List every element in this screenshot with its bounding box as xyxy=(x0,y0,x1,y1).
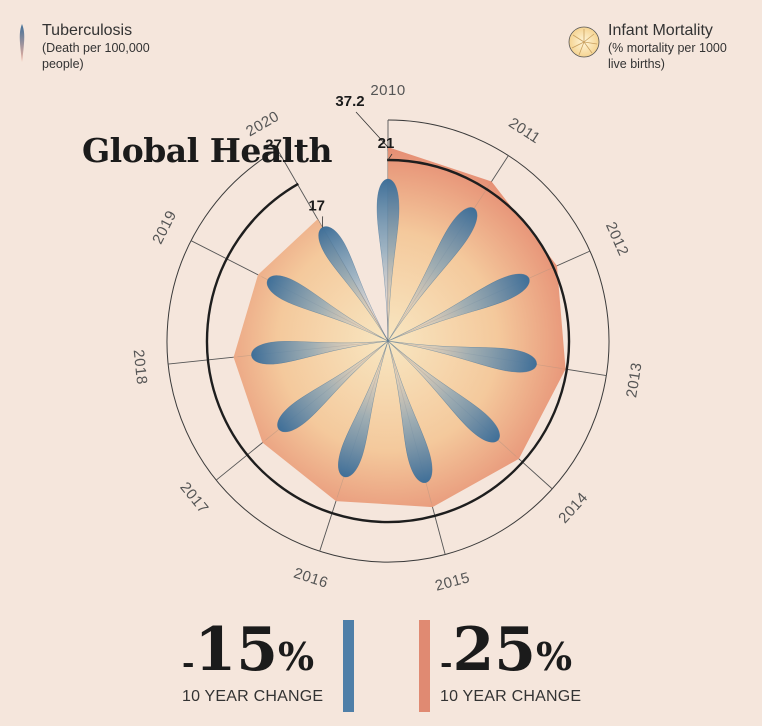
tb-petal-2010 xyxy=(376,178,400,342)
legend-tuberculosis-sub: (Death per 100,000 people) xyxy=(42,41,150,71)
year-label-2018: 2018 xyxy=(130,349,151,386)
year-label-2012: 2012 xyxy=(602,219,632,258)
year-label-2014: 2014 xyxy=(555,489,591,527)
tb-color-bar xyxy=(343,620,354,712)
tb-petal-2017 xyxy=(277,340,389,433)
legend-infant-label: Infant Mortality xyxy=(608,22,713,39)
tb-change-unit: % xyxy=(277,634,315,679)
year-label-2017: 2017 xyxy=(176,479,211,517)
tb-petal-2015 xyxy=(387,340,433,484)
infant-mortality-legend-icon xyxy=(568,26,600,58)
tb-petal-2013 xyxy=(387,340,537,373)
infant-change-caption: 10 YEAR CHANGE xyxy=(440,688,582,705)
year-label-2016: 2016 xyxy=(291,565,330,592)
infant-change-number: 25 xyxy=(452,615,536,685)
annotation-leader-27 xyxy=(279,155,283,159)
legend-tuberculosis: Tuberculosis (Death per 100,000 people) xyxy=(18,22,150,72)
tb-change-number: 15 xyxy=(194,615,278,685)
tb-petal-2019 xyxy=(266,275,389,342)
infant-change-unit: % xyxy=(535,634,573,679)
tuberculosis-legend-icon xyxy=(19,24,25,62)
tb-petal-2012 xyxy=(387,273,530,342)
infant-change-value: -25% xyxy=(440,615,581,692)
chart-title: Global Health xyxy=(82,131,333,170)
legend-infant-sub: (% mortality per 1000 live births) xyxy=(608,41,727,71)
annotation-27: 27 xyxy=(265,136,282,153)
annotation-17: 17 xyxy=(308,197,325,214)
year-label-2011: 2011 xyxy=(505,114,543,147)
infant-summary: -25% 10 YEAR CHANGE xyxy=(440,615,581,706)
infant-color-bar xyxy=(419,620,430,712)
scale-arc xyxy=(205,158,571,524)
tb-change-value: -15% xyxy=(182,615,323,692)
legend-tuberculosis-label: Tuberculosis xyxy=(42,22,133,39)
year-label-2013: 2013 xyxy=(623,361,645,399)
tb-summary: -15% 10 YEAR CHANGE xyxy=(182,615,323,706)
annotation-37.2: 37.2 xyxy=(335,93,364,110)
tb-petal-2011 xyxy=(387,207,478,342)
tb-change-caption: 10 YEAR CHANGE xyxy=(182,688,324,705)
infant-mortality-area xyxy=(233,147,566,508)
tb-change-sign: - xyxy=(182,646,195,681)
tb-petal-2018 xyxy=(251,340,389,365)
infant-change-sign: - xyxy=(440,646,453,681)
year-label-2010: 2010 xyxy=(370,82,405,99)
annotation-leader-37.2 xyxy=(355,111,389,148)
tb-petal-2016 xyxy=(338,340,389,478)
tb-petal-2014 xyxy=(387,340,500,443)
year-label-2015: 2015 xyxy=(433,569,472,595)
legend-infant-mortality: Infant Mortality (% mortality per 1000 l… xyxy=(566,22,727,72)
year-label-2019: 2019 xyxy=(149,208,180,247)
annotation-leader-21 xyxy=(387,153,393,161)
annotation-21: 21 xyxy=(378,135,395,152)
